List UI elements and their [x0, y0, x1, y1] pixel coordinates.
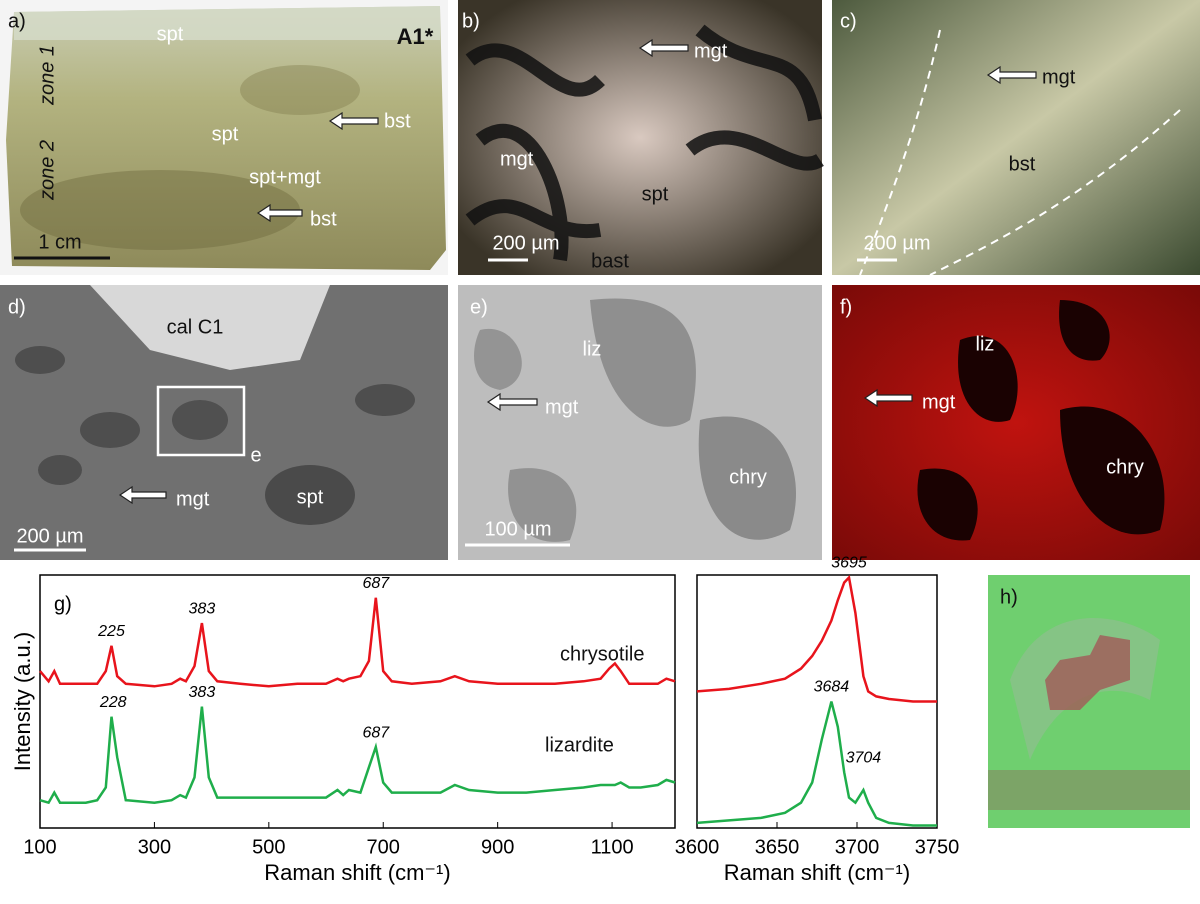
peak-label: 687 [362, 724, 390, 741]
scale-label: 1 cm [38, 231, 81, 253]
panel-label: f) [840, 296, 852, 318]
spectrum [696, 701, 937, 827]
phase-label: mgt [922, 391, 956, 413]
phase-label: bst [384, 110, 411, 132]
x-tick-label: 3700 [835, 836, 880, 858]
panel-label: c) [840, 10, 857, 32]
peak-label: 383 [189, 684, 216, 701]
series-label: chrysotile [560, 643, 644, 665]
phase-label: spt [157, 23, 184, 45]
phase-label: spt [212, 123, 239, 145]
phase-label: mgt [545, 396, 579, 418]
peak-label: 3684 [814, 679, 850, 696]
panel-c: c) mgt bst 200 µm [832, 0, 1200, 276]
panel-e: e) liz mgt chry 100 µm [458, 285, 822, 560]
x-tick-label: 300 [138, 836, 171, 858]
scale-label: 200 µm [16, 525, 83, 547]
x-tick-label: 100 [23, 836, 56, 858]
scale-label: 200 µm [863, 232, 930, 254]
peak-label: 687 [362, 575, 390, 592]
spectrum [39, 597, 676, 688]
phase-label: chry [729, 466, 767, 488]
phase-label: spt+mgt [249, 166, 321, 188]
sample-label: A1* [397, 24, 434, 49]
inset-label: e [250, 444, 261, 466]
peak-label: 3695 [831, 555, 867, 572]
x-tick-label: 500 [252, 836, 285, 858]
panel-label: b) [462, 10, 480, 32]
panel-f: f) liz mgt chry [832, 285, 1200, 560]
phase-label: mgt [1042, 66, 1076, 88]
phase-label: liz [976, 333, 995, 355]
panel-label: a) [8, 10, 26, 32]
peak-label: 3704 [846, 750, 882, 767]
zone-label: zone 2 [36, 140, 58, 201]
peak-label: 228 [99, 694, 127, 711]
phase-label: bst [1009, 153, 1036, 175]
phase-label: spt [642, 183, 669, 205]
scale-label: 200 µm [492, 232, 559, 254]
plot-frame [39, 574, 676, 829]
panel-label: h) [1000, 586, 1018, 608]
panel-label: g) [54, 593, 72, 615]
phase-label: spt [297, 486, 324, 508]
x-tick-label: 1100 [591, 836, 634, 858]
x-tick-label: 700 [367, 836, 400, 858]
spectrum [696, 574, 937, 703]
phase-label: bast [591, 250, 629, 272]
series-label: lizardite [545, 734, 614, 756]
panel-b: b) mgt mgt spt bast 200 µm [458, 0, 824, 275]
scale-label: 100 µm [484, 518, 551, 540]
panel-a: a) A1* spt zone 1 zone 2 spt bst spt+mgt… [0, 0, 448, 275]
phase-label: cal C1 [167, 316, 224, 338]
phase-label: mgt [176, 488, 210, 510]
y-axis-title: Intensity (a.u.) [10, 632, 35, 771]
phase-label: mgt [694, 40, 728, 62]
x-tick-label: 3750 [915, 836, 960, 858]
peak-label: 225 [97, 623, 125, 640]
x-tick-label: 3650 [755, 836, 800, 858]
phase-label: mgt [500, 148, 534, 170]
phase-label: chry [1106, 456, 1144, 478]
panel-label: e) [470, 296, 488, 318]
phase-label: liz [583, 338, 602, 360]
x-axis-title: Raman shift (cm⁻¹) [264, 860, 450, 885]
x-axis-title: Raman shift (cm⁻¹) [724, 860, 910, 885]
x-tick-label: 3600 [675, 836, 720, 858]
peak-label: 383 [189, 600, 216, 617]
panel-h: h) [988, 575, 1190, 828]
spectrum [39, 706, 676, 805]
x-tick-label: 900 [481, 836, 514, 858]
panel-d: d) cal C1 e mgt spt 200 µm [0, 285, 448, 560]
phase-label: bst [310, 208, 337, 230]
zone-label: zone 1 [36, 45, 58, 106]
panel-label: d) [8, 296, 26, 318]
